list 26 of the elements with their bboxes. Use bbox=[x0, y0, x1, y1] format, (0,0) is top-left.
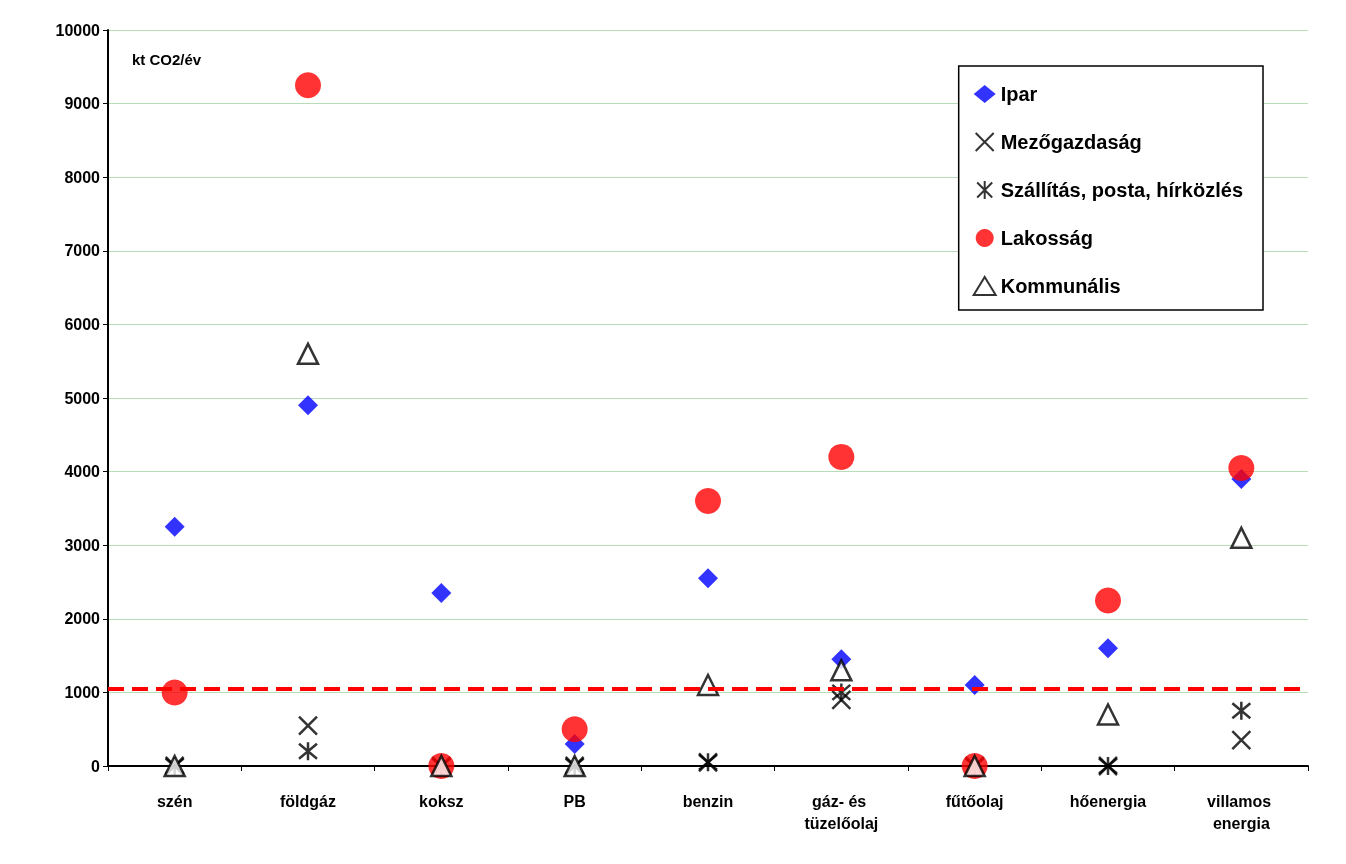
legend-label: Lakosság bbox=[1000, 227, 1093, 249]
x-tick-label: gáz- és tüzelőolaj bbox=[804, 792, 879, 832]
y-tick-label: 2000 bbox=[64, 610, 101, 628]
y-tick-label: 6000 bbox=[64, 315, 101, 333]
x-tick-label: villamos energia bbox=[1207, 792, 1276, 832]
y-tick-label: 8000 bbox=[64, 168, 101, 186]
y-tick-label: 7000 bbox=[64, 242, 101, 260]
y-axis-title: kt CO2/év bbox=[132, 51, 202, 68]
y-tick-label: 3000 bbox=[64, 536, 101, 554]
y-tick-label: 10000 bbox=[55, 21, 101, 39]
y-tick-label: 0 bbox=[91, 757, 101, 775]
y-tick-label: 1000 bbox=[64, 683, 101, 701]
x-tick-label: benzin bbox=[682, 792, 734, 810]
legend-label: Mezőgazdaság bbox=[1000, 131, 1142, 153]
x-tick-label: szén bbox=[156, 792, 193, 810]
x-tick-label: hőenergia bbox=[1069, 792, 1147, 810]
y-tick-label: 5000 bbox=[64, 389, 101, 407]
y-tick-label: 4000 bbox=[64, 463, 101, 481]
legend-label: Ipar bbox=[1000, 83, 1038, 105]
x-tick-label: földgáz bbox=[280, 792, 336, 810]
x-tick-label: fűtőolaj bbox=[945, 792, 1004, 810]
x-tick-label: PB bbox=[563, 792, 586, 810]
legend-label: Kommunális bbox=[1000, 275, 1121, 297]
y-tick-label: 9000 bbox=[64, 95, 101, 113]
x-tick-label: koksz bbox=[419, 792, 464, 810]
legend-label: Szállítás, posta, hírközlés bbox=[1000, 179, 1244, 201]
